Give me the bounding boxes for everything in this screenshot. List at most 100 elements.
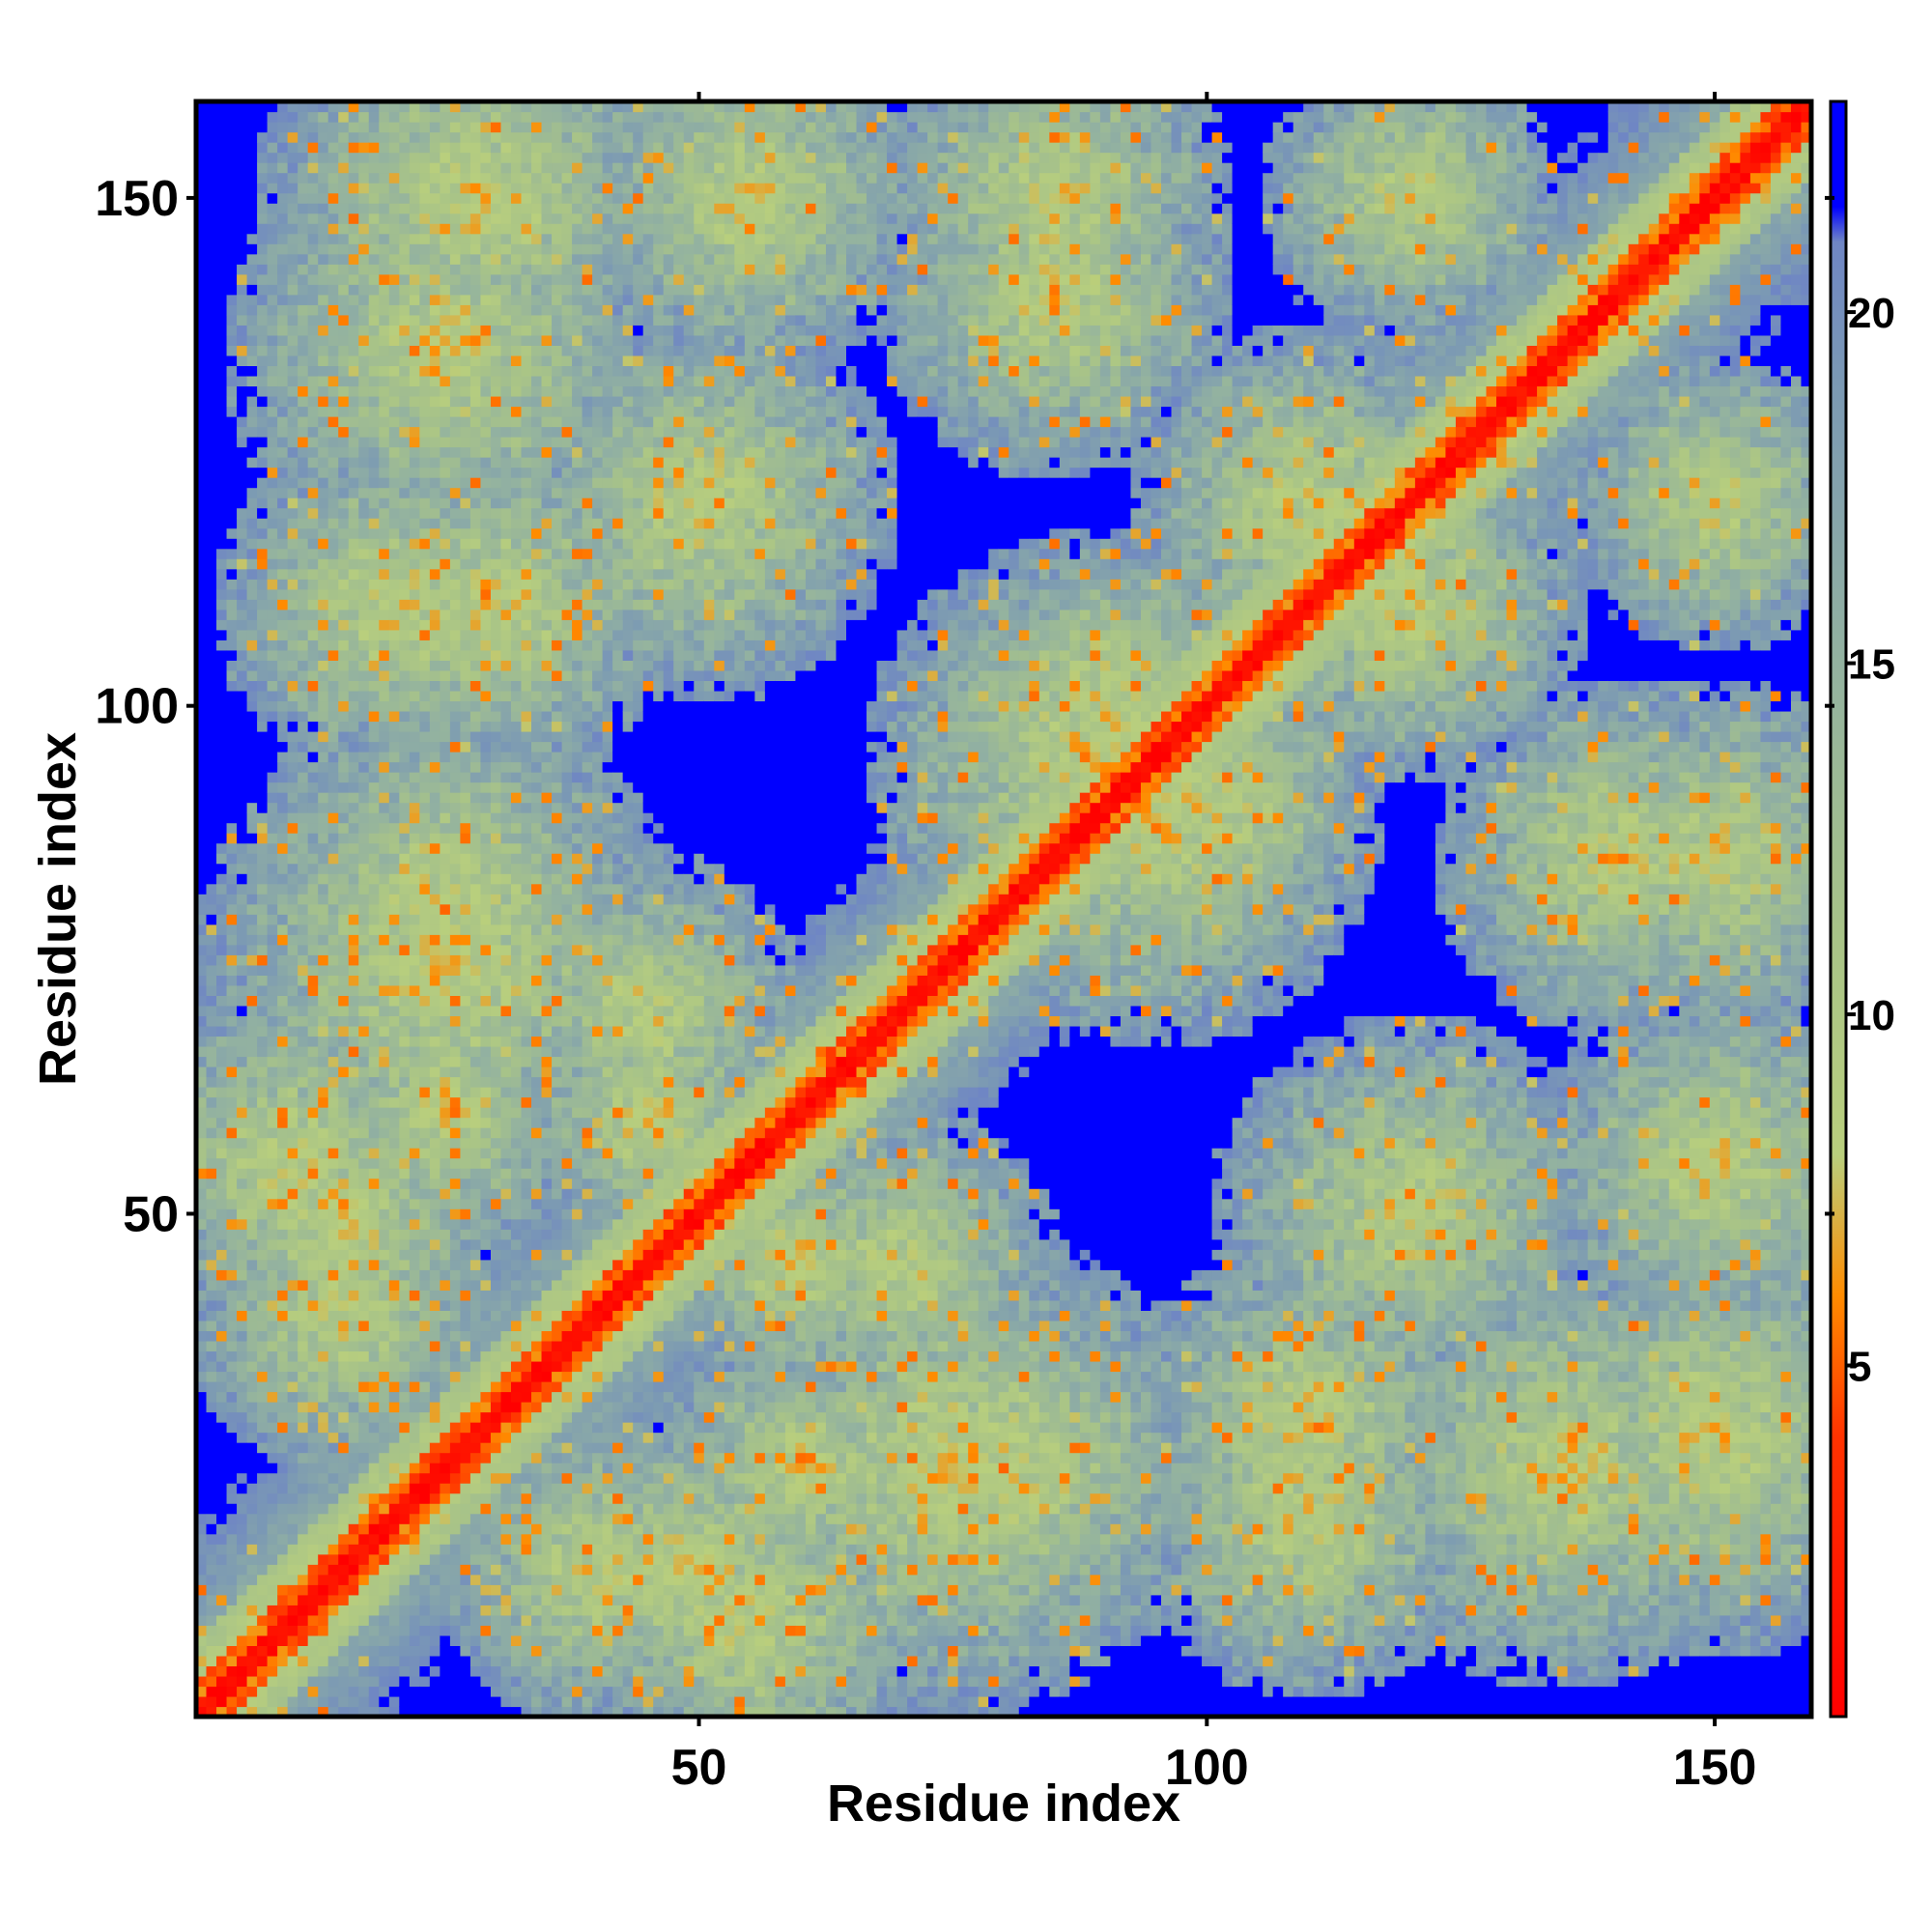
heatmap-cell <box>227 1239 238 1250</box>
heatmap-cell <box>410 1321 420 1331</box>
heatmap-cell <box>308 203 319 213</box>
heatmap-cell <box>288 558 298 569</box>
heatmap-cell <box>308 1239 319 1250</box>
heatmap-cell <box>389 508 400 519</box>
heatmap-cell <box>419 355 430 366</box>
heatmap-cell <box>277 610 288 620</box>
heatmap-cell <box>268 1473 278 1484</box>
heatmap-cell <box>358 1665 369 1676</box>
heatmap-cell <box>450 1442 461 1453</box>
heatmap-cell <box>308 1097 319 1108</box>
heatmap-cell <box>440 639 450 650</box>
heatmap-cell <box>338 1696 349 1707</box>
heatmap-cell <box>237 264 247 274</box>
heatmap-cell <box>288 1350 298 1361</box>
heatmap-cell <box>460 1575 470 1585</box>
heatmap-cell <box>247 223 258 234</box>
heatmap-cell <box>268 1208 278 1219</box>
heatmap-cell <box>207 630 217 640</box>
heatmap-cell <box>318 975 328 985</box>
heatmap-cell <box>450 945 461 955</box>
heatmap-cell <box>308 1625 319 1635</box>
heatmap-cell <box>430 447 440 458</box>
heatmap-cell <box>460 752 470 762</box>
heatmap-cell <box>379 1575 389 1585</box>
heatmap-cell <box>237 965 247 976</box>
heatmap-cell <box>430 1453 440 1463</box>
heatmap-cell <box>247 477 258 488</box>
heatmap-cell <box>500 1361 511 1372</box>
heatmap-cell <box>500 691 511 701</box>
heatmap-cell <box>480 680 491 691</box>
heatmap-cell <box>358 1087 369 1097</box>
heatmap-cell <box>419 700 430 711</box>
heatmap-cell <box>207 132 217 143</box>
heatmap-cell <box>379 691 389 701</box>
heatmap-cell <box>227 772 238 782</box>
heatmap-cell <box>379 1269 389 1280</box>
heatmap-cell <box>470 335 481 346</box>
heatmap-cell <box>338 437 349 447</box>
heatmap-cell <box>470 385 481 396</box>
heatmap-cell <box>277 223 288 234</box>
heatmap-cell <box>440 427 450 438</box>
heatmap-cell <box>308 1402 319 1412</box>
heatmap-cell <box>349 1097 359 1108</box>
heatmap-cell <box>470 1280 481 1291</box>
heatmap-cell <box>216 731 227 742</box>
heatmap-cell <box>430 274 440 285</box>
heatmap-cell <box>227 1544 238 1554</box>
heatmap-cell <box>440 1046 450 1057</box>
heatmap-cell <box>470 660 481 670</box>
heatmap-cell <box>419 670 430 681</box>
heatmap-cell <box>460 1605 470 1615</box>
heatmap-cell <box>328 1015 339 1026</box>
heatmap-cell <box>288 1097 298 1108</box>
heatmap-cell <box>450 1402 461 1412</box>
heatmap-cell <box>308 995 319 1006</box>
heatmap-cell <box>450 193 461 204</box>
heatmap-cell <box>247 995 258 1006</box>
heatmap-cell <box>450 894 461 904</box>
heatmap-cell <box>216 1371 227 1381</box>
heatmap-cell <box>216 1056 227 1066</box>
heatmap-cell <box>480 234 491 244</box>
heatmap-cell <box>480 142 491 153</box>
heatmap-cell <box>207 1575 217 1585</box>
heatmap-cell <box>237 1514 247 1524</box>
heatmap-cell <box>308 833 319 843</box>
heatmap-cell <box>470 223 481 234</box>
heatmap-cell <box>460 243 470 254</box>
heatmap-cell <box>308 1219 319 1230</box>
heatmap-cell <box>379 1412 389 1423</box>
heatmap-cell <box>389 396 400 407</box>
heatmap-cell <box>379 243 389 254</box>
heatmap-cell <box>389 1046 400 1057</box>
heatmap-cell <box>430 1503 440 1514</box>
heatmap-cell <box>288 376 298 386</box>
heatmap-cell <box>358 1676 369 1687</box>
heatmap-cell <box>216 639 227 650</box>
heatmap-cell <box>500 1300 511 1311</box>
heatmap-cell <box>491 1341 501 1351</box>
heatmap-cell <box>389 741 400 752</box>
heatmap-cell <box>470 1290 481 1300</box>
heatmap-cell <box>480 1676 491 1687</box>
heatmap-cell <box>491 762 501 773</box>
heatmap-cell <box>349 1188 359 1199</box>
heatmap-cell <box>491 1665 501 1676</box>
heatmap-cell <box>369 1412 380 1423</box>
heatmap-cell <box>237 1656 247 1666</box>
heatmap-cell <box>298 376 308 386</box>
heatmap-cell <box>460 1239 470 1250</box>
heatmap-cell <box>358 1402 369 1412</box>
heatmap-cell <box>308 630 319 640</box>
heatmap-cell <box>470 1077 481 1088</box>
heatmap-cell <box>349 1665 359 1676</box>
heatmap-cell <box>491 1208 501 1219</box>
heatmap-cell <box>450 396 461 407</box>
heatmap-cell <box>257 843 268 854</box>
heatmap-cell <box>318 945 328 955</box>
heatmap-cell <box>216 670 227 681</box>
heatmap-cell <box>491 1350 501 1361</box>
